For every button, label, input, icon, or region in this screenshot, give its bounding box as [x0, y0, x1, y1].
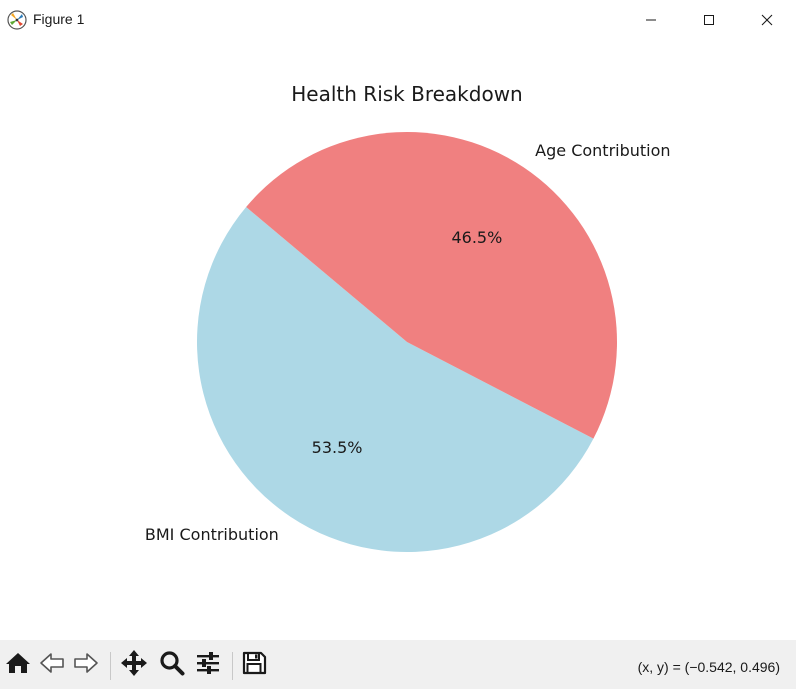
pie-percent-label: 46.5%	[451, 228, 502, 247]
pie-slice-bmi-contribution	[197, 207, 594, 552]
minimize-icon	[645, 14, 657, 26]
configure-subplots-button[interactable]	[192, 650, 224, 680]
toolbar-separator	[110, 652, 111, 680]
cursor-coordinates: (x, y) = (−0.542, 0.496)	[637, 659, 780, 675]
pie-category-label: Age Contribution	[535, 141, 670, 160]
pie-slice-age-contribution	[246, 131, 618, 439]
arrow-left-icon	[39, 651, 65, 679]
back-button[interactable]	[36, 650, 68, 680]
title-bar: Figure 1	[0, 0, 796, 41]
close-button[interactable]	[738, 0, 796, 40]
forward-button[interactable]	[70, 650, 102, 680]
chart-title: Health Risk Breakdown	[291, 82, 522, 106]
move-icon	[120, 649, 148, 681]
matplotlib-logo-icon	[7, 10, 27, 30]
toolbar-separator	[232, 652, 233, 680]
pan-button[interactable]	[118, 650, 150, 680]
figure-canvas[interactable]: Health Risk Breakdown 53.5% BMI Contribut…	[0, 40, 796, 640]
close-icon	[761, 14, 773, 26]
maximize-icon	[703, 14, 715, 26]
navigation-toolbar: (x, y) = (−0.542, 0.496)	[0, 640, 796, 689]
zoom-button[interactable]	[156, 650, 188, 680]
window-title: Figure 1	[33, 11, 85, 27]
pie-chart: Health Risk Breakdown 53.5% BMI Contribut…	[145, 82, 671, 552]
pie-category-label: BMI Contribution	[145, 525, 279, 544]
home-button[interactable]	[2, 650, 34, 680]
floppy-disk-icon	[241, 650, 267, 680]
pie-percent-label: 53.5%	[312, 438, 363, 457]
magnifier-icon	[159, 650, 185, 680]
arrow-right-icon	[73, 651, 99, 679]
save-button[interactable]	[238, 650, 270, 680]
minimize-button[interactable]	[622, 0, 680, 40]
home-icon	[5, 651, 31, 679]
sliders-icon	[195, 651, 221, 679]
maximize-button[interactable]	[680, 0, 738, 40]
